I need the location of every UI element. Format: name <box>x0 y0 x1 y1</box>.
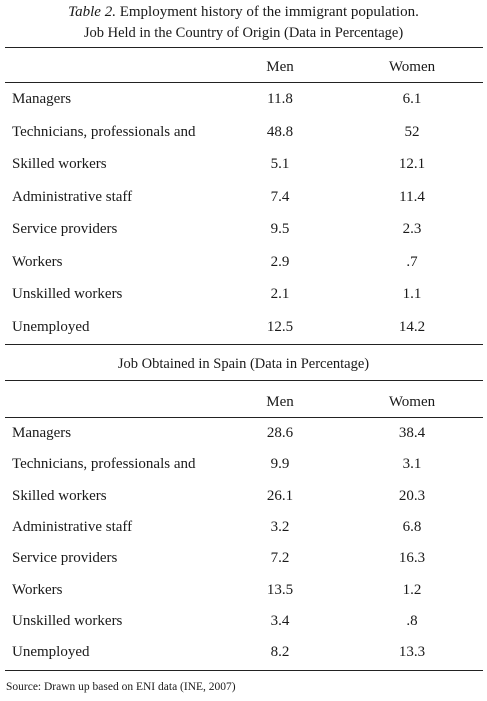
row-label: Skilled workers <box>12 487 107 504</box>
men-value: 7.2 <box>270 550 290 567</box>
table-row: Unemployed 8.2 13.3 <box>0 642 487 662</box>
table1-bottom-rule <box>5 344 483 345</box>
table-row: Administrative staff 7.4 11.4 <box>0 187 487 207</box>
table-row: Managers 11.8 6.1 <box>0 89 487 109</box>
men-value: 5.1 <box>270 156 290 172</box>
row-label: Administrative staff <box>12 188 133 205</box>
table2-header-rule <box>5 417 483 418</box>
table-title: Employment history of the immigrant popu… <box>119 4 419 20</box>
men-value: 13.5 <box>266 581 294 598</box>
row-label: Workers <box>12 253 63 270</box>
table1-title: Job Held in the Country of Origin (Data … <box>83 25 404 41</box>
row-label: Unemployed <box>12 644 90 661</box>
row-label: Skilled workers <box>12 156 107 172</box>
table1-header-women: Women <box>388 59 436 75</box>
women-value: 14.2 <box>398 318 426 335</box>
men-value: 9.9 <box>270 456 290 473</box>
women-value: 11.4 <box>399 188 425 205</box>
men-value: 3.2 <box>270 518 290 535</box>
row-label: Workers <box>12 581 63 598</box>
women-value: 1.1 <box>402 286 422 302</box>
table-row: Service providers 7.2 16.3 <box>0 548 487 568</box>
men-value: 2.1 <box>270 286 290 302</box>
men-value: 12.5 <box>266 318 294 335</box>
table-caption: Table 2. Employment history of the immig… <box>0 3 487 21</box>
row-label: Administrative staff <box>12 518 133 535</box>
row-label: Unskilled workers <box>12 286 123 302</box>
women-value: 1.2 <box>402 581 422 598</box>
women-value: .7 <box>406 253 418 270</box>
women-value: 6.8 <box>402 518 422 535</box>
table2-top-rule <box>5 380 483 381</box>
table1-header-men: Men <box>266 59 294 75</box>
source-note: Source: Drawn up based on ENI data (INE,… <box>6 681 236 693</box>
men-value: 9.5 <box>270 221 290 237</box>
men-value: 26.1 <box>266 487 294 504</box>
women-value: 13.3 <box>398 644 426 661</box>
table-row: Workers 13.5 1.2 <box>0 580 487 600</box>
table1-top-rule <box>5 47 483 48</box>
row-label: Managers <box>12 91 72 107</box>
row-label: Managers <box>12 425 72 441</box>
table-row: Unskilled workers 3.4 .8 <box>0 611 487 631</box>
row-label: Service providers <box>12 550 118 567</box>
women-value: 12.1 <box>398 156 426 172</box>
table1-header-rule <box>5 82 483 83</box>
men-value: 2.9 <box>270 253 290 270</box>
table-row: Unemployed 12.5 14.2 <box>0 317 487 337</box>
table-row: Technicians, professionals and 48.8 52 <box>0 122 487 142</box>
table-row: Administrative staff 3.2 6.8 <box>0 517 487 537</box>
men-value: 3.4 <box>270 612 290 629</box>
row-label: Technicians, professionals and <box>12 123 196 140</box>
men-value: 11.8 <box>267 91 293 107</box>
row-label: Unskilled workers <box>12 612 123 629</box>
women-value: 38.4 <box>398 425 426 441</box>
table-row: Workers 2.9 .7 <box>0 252 487 272</box>
women-value: 6.1 <box>402 91 422 107</box>
men-value: 7.4 <box>270 188 290 205</box>
women-value: 16.3 <box>398 550 426 567</box>
table-row: Service providers 9.5 2.3 <box>0 219 487 239</box>
table-row: Skilled workers 5.1 12.1 <box>0 154 487 174</box>
row-label: Technicians, professionals and <box>12 456 196 473</box>
table-row: Managers 28.6 38.4 <box>0 423 487 443</box>
women-value: 2.3 <box>402 221 422 237</box>
women-value: .8 <box>406 612 418 629</box>
table2-bottom-rule <box>5 670 483 671</box>
women-value: 20.3 <box>398 487 426 504</box>
table-row: Technicians, professionals and 9.9 3.1 <box>0 454 487 474</box>
table2-header-women: Women <box>388 394 436 410</box>
row-label: Unemployed <box>12 318 90 335</box>
men-value: 28.6 <box>266 425 294 441</box>
men-value: 8.2 <box>270 644 290 661</box>
men-value: 48.8 <box>266 123 294 140</box>
table-row: Skilled workers 26.1 20.3 <box>0 486 487 506</box>
table-number: Table 2. <box>68 4 116 20</box>
table2-header-men: Men <box>266 394 294 410</box>
row-label: Service providers <box>12 221 118 237</box>
table-row: Unskilled workers 2.1 1.1 <box>0 284 487 304</box>
women-value: 52 <box>404 123 420 140</box>
women-value: 3.1 <box>402 456 422 473</box>
table2-title: Job Obtained in Spain (Data in Percentag… <box>117 356 370 372</box>
